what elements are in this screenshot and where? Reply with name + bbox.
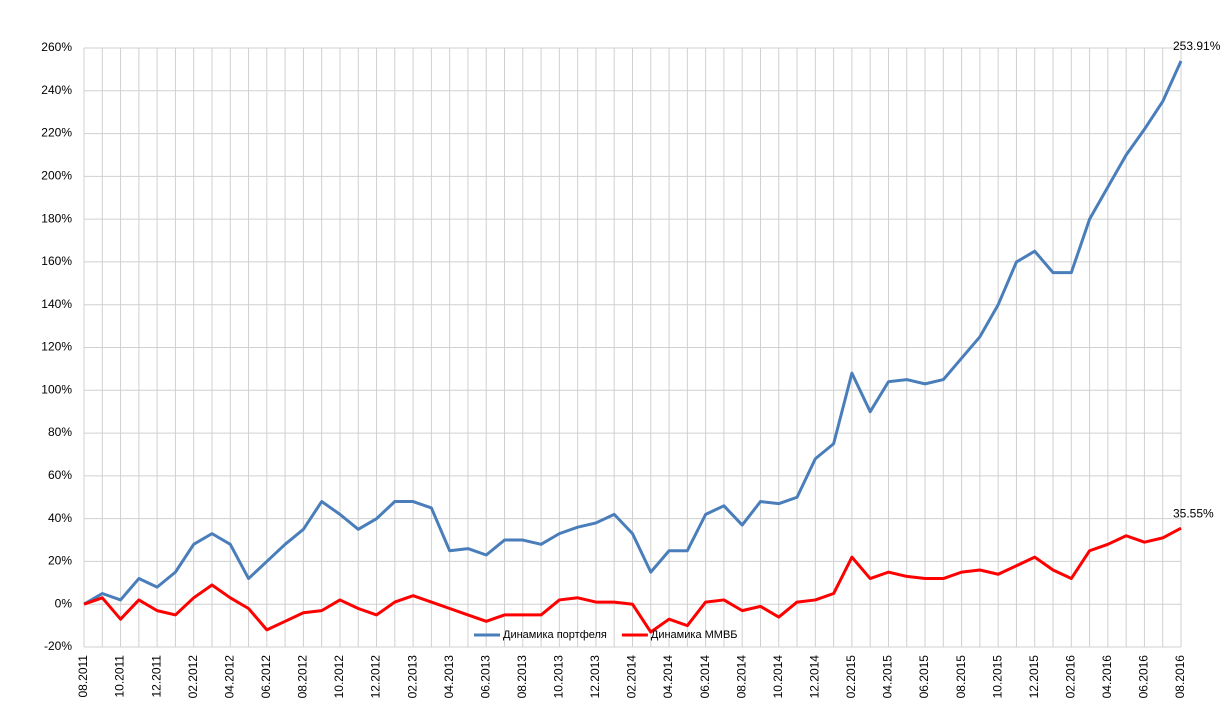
x-tick-label: 12.2015 <box>1027 655 1041 699</box>
x-tick-label: 04.2014 <box>661 655 675 699</box>
x-tick-label: 02.2015 <box>844 655 858 699</box>
x-tick-label: 10.2015 <box>990 655 1004 699</box>
x-tick-label: 10.2012 <box>332 655 346 699</box>
x-tick-label: 06.2014 <box>698 655 712 699</box>
x-tick-label: 06.2012 <box>259 655 273 699</box>
x-tick-label: 06.2015 <box>917 655 931 699</box>
x-tick-label: 12.2011 <box>149 655 163 698</box>
x-tick-label: 02.2016 <box>1063 655 1077 699</box>
x-tick-label: 08.2016 <box>1173 655 1187 699</box>
y-tick-label: 260% <box>41 40 72 54</box>
y-tick-label: 180% <box>41 211 72 225</box>
legend-label: Динамика ММВБ <box>651 629 738 641</box>
x-tick-label: 04.2013 <box>442 655 456 699</box>
y-tick-label: 80% <box>48 425 72 439</box>
x-tick-label: 02.2013 <box>405 655 419 699</box>
x-tick-label: 06.2013 <box>478 655 492 699</box>
y-tick-label: 220% <box>41 126 72 140</box>
x-tick-label: 04.2016 <box>1100 655 1114 699</box>
x-tick-label: 08.2014 <box>734 655 748 699</box>
x-tick-label: 10.2014 <box>771 655 785 699</box>
legend-label: Динамика портфеля <box>503 629 607 641</box>
y-tick-label: -20% <box>44 639 72 653</box>
value-label: 253.91% <box>1173 39 1221 53</box>
x-tick-label: 02.2014 <box>625 655 639 699</box>
x-tick-label: 08.2015 <box>954 655 968 699</box>
line-series <box>83 60 1183 606</box>
x-tick-label: 08.2011 <box>76 655 90 698</box>
y-tick-label: 140% <box>41 297 72 311</box>
y-tick-label: 100% <box>41 382 72 396</box>
x-tick-label: 10.2011 <box>113 655 127 698</box>
legend: Динамика портфеля Динамика ММВБ <box>474 629 738 641</box>
x-tick-label: 08.2013 <box>515 655 529 699</box>
value-label: 35.55% <box>1173 506 1214 520</box>
y-tick-label: 240% <box>41 83 72 97</box>
y-tick-label: 160% <box>41 254 72 268</box>
x-tick-label: 12.2013 <box>588 655 602 699</box>
line-series <box>83 526 1182 634</box>
x-tick-label: 02.2012 <box>186 655 200 699</box>
x-tick-label: 12.2012 <box>369 655 383 699</box>
y-tick-label: 120% <box>41 340 72 354</box>
y-tick-label: 200% <box>41 169 72 183</box>
x-tick-label: 06.2016 <box>1137 655 1151 699</box>
x-tick-label: 12.2014 <box>808 655 822 699</box>
y-tick-label: 60% <box>48 468 72 482</box>
x-tick-label: 04.2015 <box>881 655 895 699</box>
x-tick-label: 10.2013 <box>552 655 566 699</box>
x-tick-label: 08.2012 <box>296 655 310 699</box>
x-tick-label: 04.2012 <box>222 655 236 699</box>
y-tick-label: 0% <box>55 596 73 610</box>
y-tick-label: 20% <box>48 554 72 568</box>
y-tick-label: 40% <box>48 511 72 525</box>
